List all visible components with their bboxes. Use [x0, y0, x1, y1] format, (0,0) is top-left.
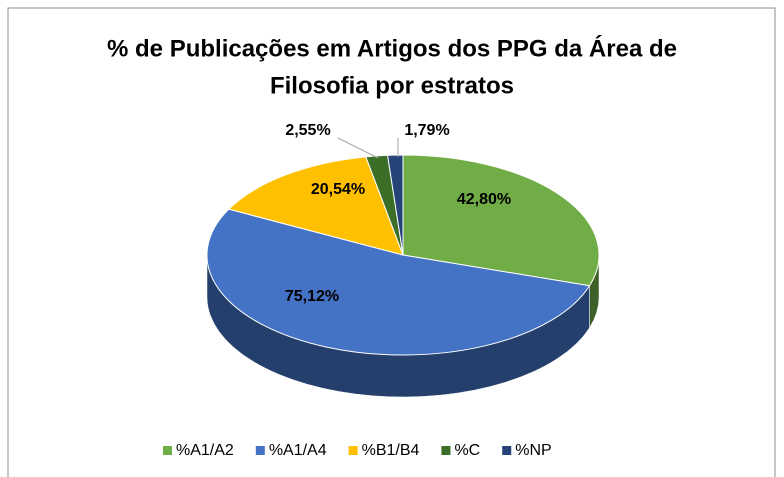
value-label: 1,79%	[404, 122, 449, 139]
legend-label: %NP	[515, 442, 551, 459]
legend-label: %A1/A4	[269, 442, 327, 459]
legend-label: %C	[454, 442, 480, 459]
legend-marker	[348, 446, 358, 455]
legend-label: %A1/A2	[176, 442, 234, 459]
legend-marker	[255, 446, 265, 455]
pie-tops	[206, 154, 600, 356]
leader-line	[337, 137, 379, 159]
pie-slice	[386, 154, 404, 256]
value-label: 42,80%	[457, 191, 511, 208]
legend-marker	[163, 446, 172, 455]
value-labels: 42,80% 75,12% 20,54% 2,55% 1,79%	[285, 122, 511, 305]
pie-slice	[402, 154, 600, 287]
legend-marker	[441, 446, 451, 455]
chart-title: % de Publicações em Artigos dos PPG da Á…	[107, 34, 677, 62]
legend-label: %B1/B4	[362, 442, 420, 459]
value-label: 2,55%	[285, 122, 330, 139]
pie-slice	[227, 156, 404, 256]
chart-title: Filosofia por estratos	[270, 72, 514, 99]
legend-marker	[502, 446, 512, 455]
value-label: 75,12%	[285, 288, 339, 305]
pie-slice	[206, 208, 591, 356]
legend: %A1/A2 %A1/A4 %B1/B4 %C %NP	[163, 442, 552, 459]
value-label: 20,54%	[311, 181, 365, 198]
